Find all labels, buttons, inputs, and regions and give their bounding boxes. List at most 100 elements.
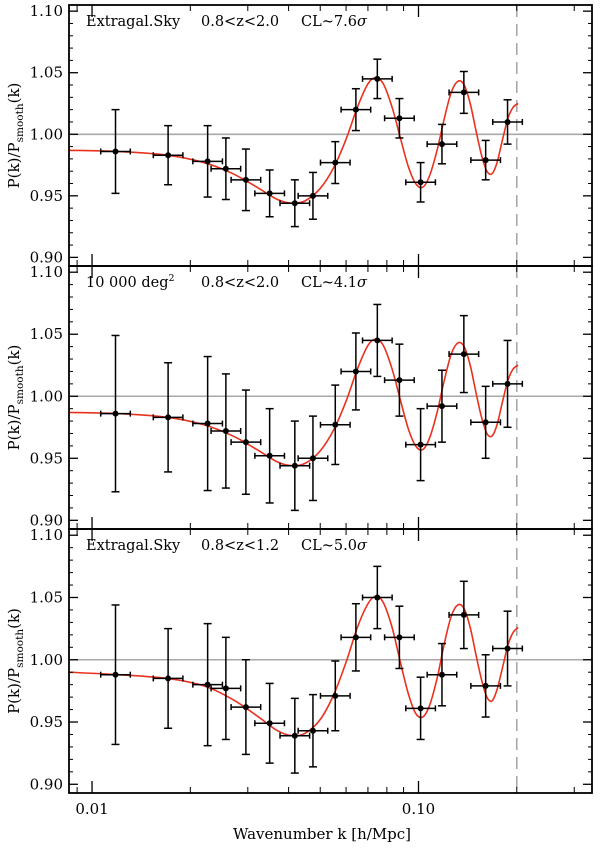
data-point (340, 602, 372, 672)
data-marker (417, 705, 424, 712)
data-marker (482, 419, 489, 426)
data-marker (352, 106, 359, 113)
data-point (405, 161, 437, 203)
data-marker (438, 141, 445, 148)
y-axis-title: P(k)/Psmooth(k) (5, 608, 26, 714)
panel-label-superscript: 2 (169, 273, 175, 284)
data-point (192, 622, 224, 747)
y-axis-title-main: P(k)/P (5, 404, 23, 450)
redshift-range: 0.8<z<2.0 (201, 275, 279, 291)
data-marker (204, 420, 211, 427)
data-point (361, 58, 393, 100)
confidence-level: CL~5.0σ (301, 538, 368, 554)
data-point (192, 124, 224, 198)
data-marker (309, 727, 316, 734)
data-point (297, 415, 329, 502)
data-point (340, 332, 372, 411)
data-point (319, 140, 351, 185)
y-tick-label: 0.90 (30, 775, 63, 793)
data-point (230, 659, 262, 756)
data-marker (309, 192, 316, 199)
data-point (448, 314, 480, 394)
data-marker (204, 158, 211, 165)
data-marker (266, 720, 273, 727)
data-point (152, 124, 184, 186)
sigma-symbol: σ (357, 275, 368, 291)
y-tick-label: 0.90 (30, 248, 63, 266)
y-axis-title-tail: (k) (5, 83, 23, 104)
y-axis-title-main: P(k)/P (5, 668, 23, 714)
data-marker (417, 441, 424, 448)
model-curve (68, 595, 519, 737)
data-marker (165, 675, 172, 682)
data-point (491, 610, 524, 687)
y-axis-title-sub: smooth (14, 103, 26, 142)
panel-frame (68, 265, 593, 530)
data-marker (222, 685, 229, 692)
data-point (192, 355, 224, 492)
data-point (340, 87, 372, 132)
y-axis-title: P(k)/Psmooth(k) (5, 83, 26, 189)
panel-top: 0.90 0.95 1.00 1.05 1.10 P(k)/Psmooth(k) Extra… (5, 2, 593, 267)
y-axis-title-main: P(k)/P (5, 142, 23, 188)
data-marker (504, 645, 511, 652)
data-point (254, 682, 286, 764)
y-tick-label: 1.05 (30, 588, 63, 606)
y-axis-title-tail: (k) (5, 608, 23, 629)
data-marker (374, 337, 381, 344)
data-point (426, 123, 458, 165)
data-point (319, 660, 351, 732)
data-marker (332, 159, 339, 166)
data-marker (332, 421, 339, 428)
data-point (448, 580, 480, 650)
data-point (383, 605, 415, 670)
y-axis-title-sub: smooth (14, 365, 26, 404)
data-point (470, 139, 502, 181)
data-point (279, 179, 311, 228)
data-marker (266, 452, 273, 459)
data-point (254, 169, 286, 218)
data-marker (112, 671, 119, 678)
data-point (152, 627, 184, 729)
panel-label: Extragal.Sky (86, 14, 181, 30)
data-marker (460, 611, 467, 618)
data-marker (482, 157, 489, 164)
confidence-level-value: CL~4.1 (301, 275, 357, 291)
data-point (319, 384, 351, 466)
y-tick-label: 1.10 (30, 526, 63, 544)
y-tick-label: 1.00 (30, 387, 63, 405)
data-marker (291, 732, 298, 739)
panel-label: Extragal.Sky (86, 538, 181, 554)
data-point (99, 604, 132, 746)
data-marker (504, 118, 511, 125)
data-marker (482, 682, 489, 689)
model-curve (68, 76, 519, 205)
data-point (405, 676, 437, 741)
y-tick-label: 1.05 (30, 325, 63, 343)
data-marker (374, 594, 381, 601)
redshift-range: 0.8<z<2.0 (201, 14, 279, 30)
y-tick-label: 1.10 (30, 2, 63, 20)
data-point (152, 362, 184, 473)
x-axis-title: Wavenumber k [h/Mpc] (233, 825, 411, 843)
data-point (230, 389, 262, 496)
y-axis-title: P(k)/Psmooth(k) (5, 345, 26, 451)
data-marker (291, 462, 298, 469)
panel-bottom: 0.90 0.95 1.00 1.05 1.10 0.01 0.10 P(k)/Psmooth… (5, 526, 593, 818)
data-point (210, 636, 242, 741)
data-point (448, 70, 480, 115)
data-marker (165, 414, 172, 421)
x-tick-label: 0.01 (75, 800, 108, 818)
data-marker (266, 190, 273, 197)
confidence-level-value: CL~5.0 (301, 538, 357, 554)
data-point (99, 108, 132, 195)
y-tick-label: 1.05 (30, 64, 63, 82)
data-marker (165, 152, 172, 159)
data-marker (309, 455, 316, 462)
confidence-level: CL~4.1σ (301, 275, 368, 291)
data-marker (222, 165, 229, 172)
data-point (210, 137, 242, 201)
data-point (361, 565, 393, 630)
model-curve (68, 338, 519, 467)
